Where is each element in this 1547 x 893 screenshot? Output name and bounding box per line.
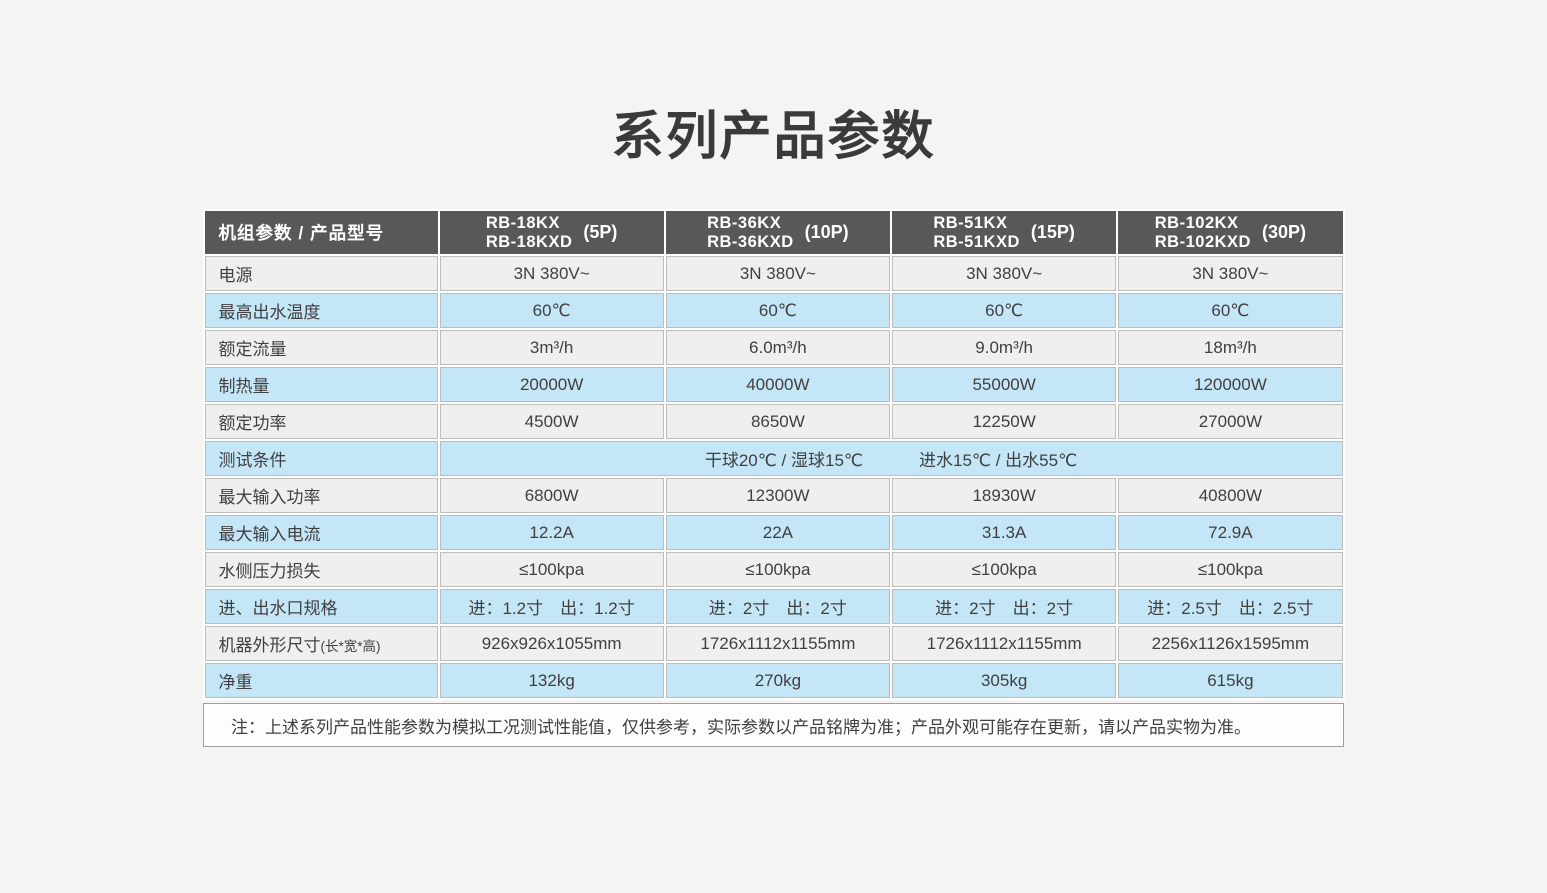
cell-value: 120000W: [1118, 367, 1343, 402]
row-max-input-power: 最大输入功率 6800W 12300W 18930W 40800W: [204, 478, 1343, 513]
cell-value: 6.0m³/h: [665, 330, 890, 365]
row-net-weight: 净重 132kg 270kg 305kg 615kg: [204, 663, 1343, 698]
cell-value: 27000W: [1118, 404, 1343, 439]
cell-value: 72.9A: [1118, 515, 1343, 550]
row-power-supply: 电源 3N 380V~ 3N 380V~ 3N 380V~ 3N 380V~: [204, 256, 1343, 291]
row-inlet-outlet-size: 进、出水口规格 进：1.2寸 出：1.2寸 进：2寸 出：2寸 进：2寸 出：2…: [204, 589, 1343, 624]
row-label: 净重: [204, 663, 438, 698]
cell-value: 60℃: [439, 293, 664, 328]
cell-value: 4500W: [439, 404, 664, 439]
cell-value: 926x926x1055mm: [439, 626, 664, 661]
cell-value: 60℃: [1118, 293, 1343, 328]
cell-value: 3N 380V~: [439, 256, 664, 291]
cell-value: ≤100kpa: [1118, 552, 1343, 587]
cell-value: 132kg: [439, 663, 664, 698]
cell-value: 2256x1126x1595mm: [1118, 626, 1343, 661]
cell-value: 3m³/h: [439, 330, 664, 365]
cell-value: 55000W: [892, 367, 1117, 402]
test-condition-water: 进水15℃ / 出水55℃: [919, 451, 1078, 470]
cell-value: 进：1.2寸 出：1.2寸: [439, 589, 664, 624]
cell-value: 60℃: [665, 293, 890, 328]
row-label: 进、出水口规格: [204, 589, 438, 624]
model-name-line2: RB-51KXD: [933, 232, 1020, 251]
row-label: 最大输入功率: [204, 478, 438, 513]
cell-value: 18930W: [892, 478, 1117, 513]
cell-value: 40000W: [665, 367, 890, 402]
cell-value: 进：2寸 出：2寸: [665, 589, 890, 624]
cell-value: 1726x1112x1155mm: [665, 626, 890, 661]
model-name-line1: RB-51KX: [933, 213, 1008, 232]
note-text: 注：上述系列产品性能参数为模拟工况测试性能值，仅供参考，实际参数以产品铭牌为准；…: [231, 717, 1251, 737]
cell-value: 60℃: [892, 293, 1117, 328]
cell-value-span: 干球20℃ / 湿球15℃ 进水15℃ / 出水55℃: [439, 441, 1343, 476]
row-water-pressure-drop: 水侧压力损失 ≤100kpa ≤100kpa ≤100kpa ≤100kpa: [204, 552, 1343, 587]
row-label: 制热量: [204, 367, 438, 402]
corner-header: 机组参数 / 产品型号: [204, 211, 438, 254]
model-name-line1: RB-36KX: [707, 213, 782, 232]
cell-value: 3N 380V~: [1118, 256, 1343, 291]
row-test-conditions: 测试条件 干球20℃ / 湿球15℃ 进水15℃ / 出水55℃: [204, 441, 1343, 476]
cell-value: 3N 380V~: [665, 256, 890, 291]
model-name-line2: RB-102KXD: [1154, 232, 1251, 251]
row-label: 机器外形尺寸(长*宽*高): [204, 626, 438, 661]
row-max-input-current: 最大输入电流 12.2A 22A 31.3A 72.9A: [204, 515, 1343, 550]
cell-value: 12.2A: [439, 515, 664, 550]
cell-value: 305kg: [892, 663, 1117, 698]
row-label: 额定功率: [204, 404, 438, 439]
cell-value: ≤100kpa: [439, 552, 664, 587]
model-horsepower: (30P): [1261, 222, 1306, 242]
cell-value: 12300W: [665, 478, 890, 513]
model-name-line1: RB-102KX: [1154, 213, 1239, 232]
dimension-label: 机器外形尺寸: [218, 636, 321, 655]
cell-value: 20000W: [439, 367, 664, 402]
cell-value: 18m³/h: [1118, 330, 1343, 365]
model-name-line2: RB-36KXD: [707, 232, 794, 251]
row-label: 测试条件: [204, 441, 438, 476]
cell-value: 进：2.5寸 出：2.5寸: [1118, 589, 1343, 624]
cell-value: 3N 380V~: [892, 256, 1117, 291]
test-condition-air: 干球20℃ / 湿球15℃: [704, 451, 863, 470]
header-row: 机组参数 / 产品型号 RB-18KX RB-18KXD (5P) RB-36K…: [204, 211, 1343, 254]
cell-value: ≤100kpa: [665, 552, 890, 587]
model-horsepower: (15P): [1030, 222, 1075, 242]
model-header-rb102: RB-102KX RB-102KXD (30P): [1118, 211, 1343, 254]
row-label: 电源: [204, 256, 438, 291]
model-header-rb18: RB-18KX RB-18KXD (5P): [439, 211, 664, 254]
dimension-label-suffix: (长*宽*高): [320, 639, 381, 654]
model-name-line2: RB-18KXD: [485, 232, 573, 251]
cell-value: 31.3A: [892, 515, 1117, 550]
model-horsepower: (5P): [583, 222, 618, 242]
spec-table: 机组参数 / 产品型号 RB-18KX RB-18KXD (5P) RB-36K…: [202, 209, 1345, 700]
row-label: 最大输入电流: [204, 515, 438, 550]
cell-value: ≤100kpa: [892, 552, 1117, 587]
cell-value: 12250W: [892, 404, 1117, 439]
note-box: 注：上述系列产品性能参数为模拟工况测试性能值，仅供参考，实际参数以产品铭牌为准；…: [203, 703, 1344, 747]
row-label: 水侧压力损失: [204, 552, 438, 587]
cell-value: 22A: [665, 515, 890, 550]
row-label: 额定流量: [204, 330, 438, 365]
row-max-outlet-temp: 最高出水温度 60℃ 60℃ 60℃ 60℃: [204, 293, 1343, 328]
model-header-rb36: RB-36KX RB-36KXD (10P): [665, 211, 890, 254]
row-label: 最高出水温度: [204, 293, 438, 328]
row-heating-capacity: 制热量 20000W 40000W 55000W 120000W: [204, 367, 1343, 402]
row-rated-power: 额定功率 4500W 8650W 12250W 27000W: [204, 404, 1343, 439]
cell-value: 40800W: [1118, 478, 1343, 513]
cell-value: 615kg: [1118, 663, 1343, 698]
cell-value: 9.0m³/h: [892, 330, 1117, 365]
model-horsepower: (10P): [804, 222, 849, 242]
cell-value: 进：2寸 出：2寸: [892, 589, 1117, 624]
cell-value: 1726x1112x1155mm: [892, 626, 1117, 661]
page-title: 系列产品参数: [611, 108, 936, 166]
cell-value: 8650W: [665, 404, 890, 439]
model-name-line1: RB-18KX: [485, 213, 560, 232]
cell-value: 6800W: [439, 478, 664, 513]
row-dimensions: 机器外形尺寸(长*宽*高) 926x926x1055mm 1726x1112x1…: [204, 626, 1343, 661]
model-header-rb51: RB-51KX RB-51KXD (15P): [892, 211, 1117, 254]
cell-value: 270kg: [665, 663, 890, 698]
row-rated-flow: 额定流量 3m³/h 6.0m³/h 9.0m³/h 18m³/h: [204, 330, 1343, 365]
